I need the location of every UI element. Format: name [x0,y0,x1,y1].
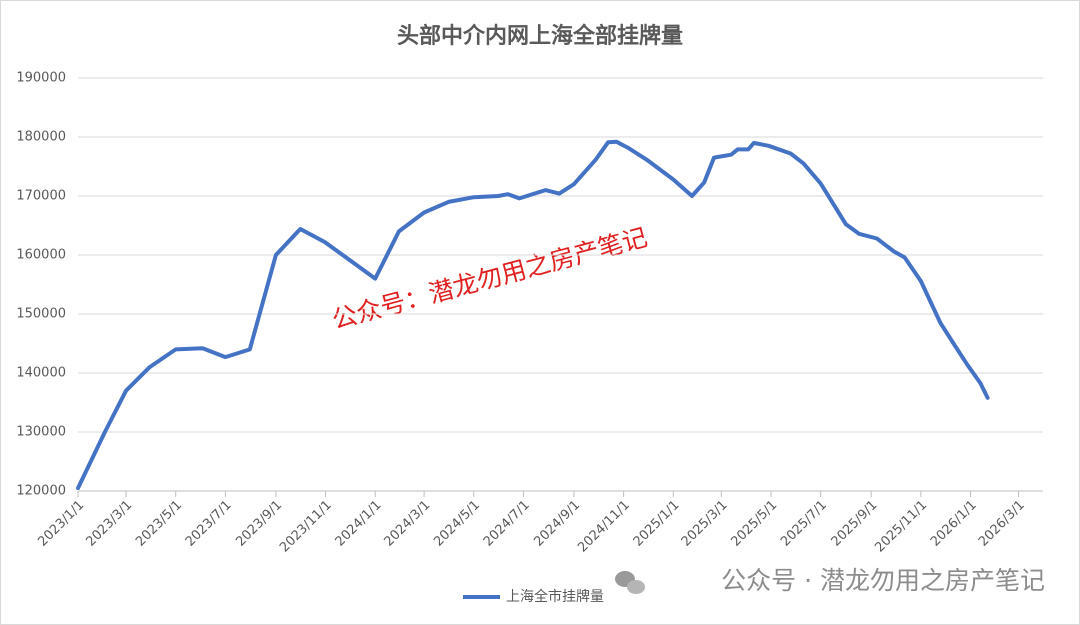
chart-title: 头部中介内网上海全部挂牌量 [397,23,683,49]
y-tick-label: 170000 [16,189,66,204]
y-tick-label: 130000 [16,425,66,440]
y-tick-label: 150000 [16,307,66,322]
y-tick-label: 120000 [16,484,66,499]
y-tick-label: 190000 [16,71,66,86]
y-tick-label: 140000 [16,366,66,381]
watermark: 公众号 · 潜龙勿用之房产笔记 [721,566,1045,595]
data-line [76,139,990,491]
y-tick-label: 160000 [16,248,66,263]
wechat-icon [615,571,645,594]
legend-label: 上海全市挂牌量 [506,588,604,605]
y-tick-label: 180000 [16,130,66,145]
